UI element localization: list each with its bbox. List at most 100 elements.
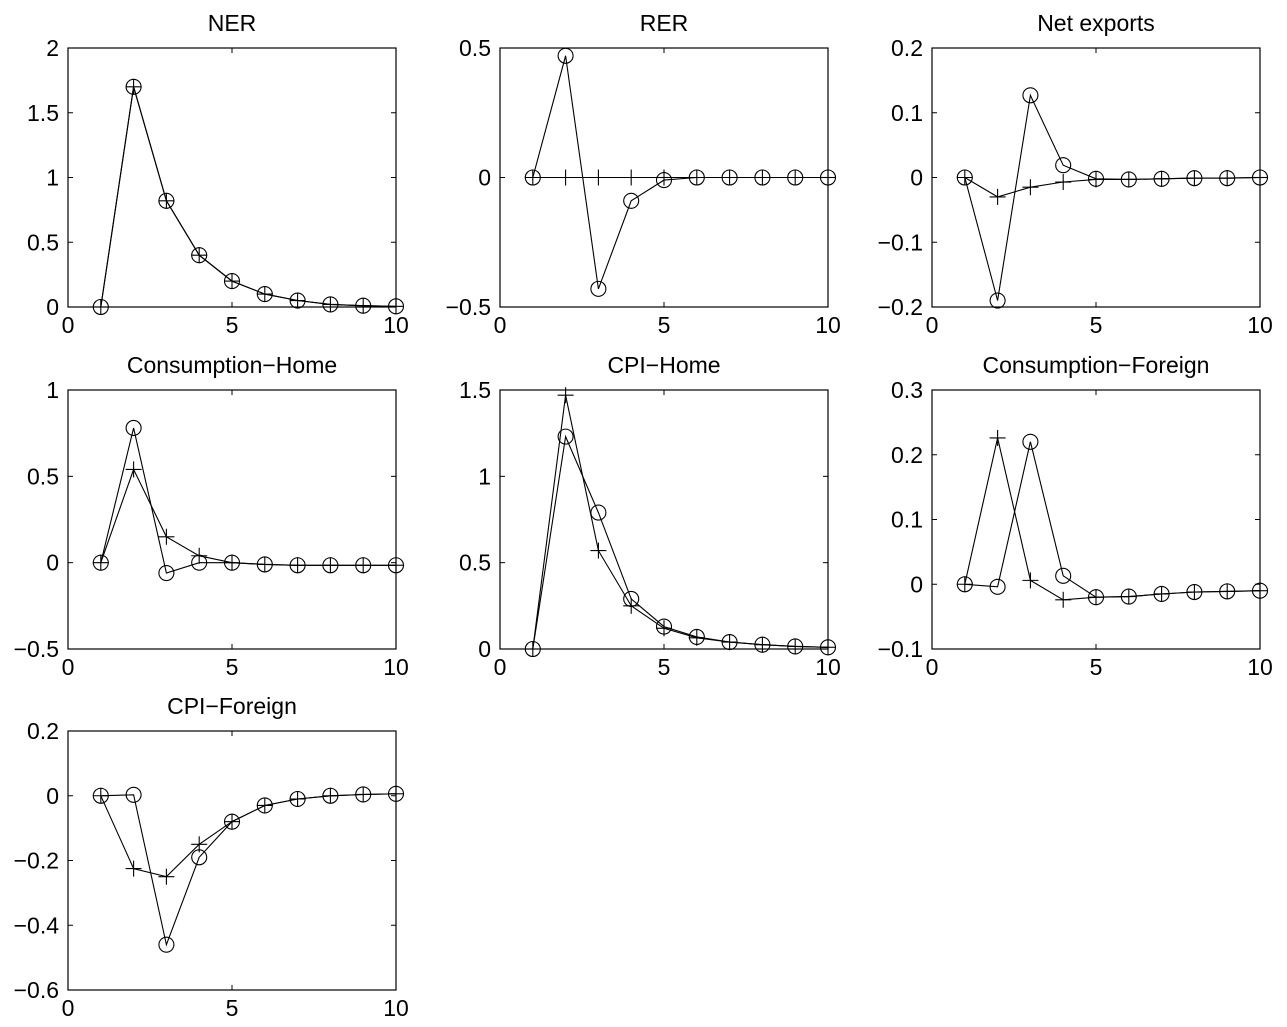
data-point-circle xyxy=(557,428,574,445)
data-point-plus xyxy=(256,286,273,303)
x-tick-label: 0 xyxy=(926,654,939,680)
data-point-plus xyxy=(623,597,640,614)
data-point-plus xyxy=(125,461,142,478)
data-point-circle xyxy=(557,47,574,64)
series-line-circle xyxy=(100,427,396,574)
series-line-circle xyxy=(964,441,1261,598)
subplot-title: CPI−Home xyxy=(607,352,720,378)
y-tick-label: 1 xyxy=(478,463,491,489)
data-point-plus xyxy=(787,169,804,186)
y-tick-label: 1 xyxy=(46,165,59,191)
subplot-0: NER 0 5 10 0 0.5 1 1.5 2 xyxy=(27,10,409,338)
series-line-circle xyxy=(532,55,828,290)
data-point-plus xyxy=(92,299,109,315)
y-tick-label: 0 xyxy=(478,165,491,191)
data-point-circle xyxy=(158,564,175,582)
series-line-plus xyxy=(964,437,1261,601)
x-tick-label: 10 xyxy=(1247,654,1273,680)
data-point-plus xyxy=(322,557,339,574)
data-point-plus xyxy=(989,429,1006,446)
data-point-plus xyxy=(1186,584,1203,601)
subplot-title: Consumption−Home xyxy=(127,352,337,378)
data-point-plus xyxy=(623,169,640,186)
data-point-plus xyxy=(1088,171,1104,188)
x-tick-label: 5 xyxy=(1090,654,1103,680)
y-tick-label: 1.5 xyxy=(459,377,491,403)
data-point-plus xyxy=(656,620,672,637)
data-point-circle xyxy=(1055,157,1072,174)
series-line-plus xyxy=(100,793,397,878)
data-point-plus xyxy=(125,860,142,877)
data-point-plus xyxy=(388,557,404,574)
subplot-4: CPI−Home 0 5 10 0 0.5 1 1.5 xyxy=(459,352,841,680)
x-tick-label: 10 xyxy=(1247,312,1273,338)
y-tick-label: −0.2 xyxy=(14,848,59,874)
data-point-plus xyxy=(355,557,372,574)
data-point-plus xyxy=(322,787,339,804)
data-point-plus xyxy=(524,641,541,657)
data-point-plus xyxy=(688,629,705,646)
data-point-plus xyxy=(1022,572,1039,589)
data-point-circle xyxy=(590,280,607,297)
data-point-plus xyxy=(224,554,240,571)
y-tick-label: 0.2 xyxy=(891,35,923,61)
data-point-plus xyxy=(388,785,404,802)
x-tick-label: 0 xyxy=(494,654,507,680)
data-point-plus xyxy=(256,797,273,814)
data-point-plus xyxy=(557,169,574,186)
x-tick-label: 0 xyxy=(62,654,75,680)
x-tick-label: 5 xyxy=(226,654,239,680)
data-point-plus xyxy=(721,634,738,651)
data-point-circle xyxy=(158,936,175,953)
data-point-plus xyxy=(1153,170,1170,187)
subplot-title: CPI−Foreign xyxy=(167,693,297,719)
data-point-plus xyxy=(590,542,607,559)
data-point-plus xyxy=(355,786,372,803)
data-point-plus xyxy=(956,576,973,593)
y-tick-label: 0 xyxy=(46,550,59,576)
data-point-plus xyxy=(158,192,175,209)
plot-frame xyxy=(67,47,397,308)
subplot-6: CPI−Foreign 0 5 10 −0.6 −0.4 −0.2 0 0.2 xyxy=(14,693,409,1021)
data-point-plus xyxy=(1219,583,1236,600)
x-tick-label: 5 xyxy=(658,312,671,338)
x-tick-label: 0 xyxy=(926,312,939,338)
y-tick-label: −0.1 xyxy=(878,229,923,255)
subplot-title: Net exports xyxy=(1037,10,1155,36)
data-point-plus xyxy=(1153,585,1170,602)
data-point-plus xyxy=(754,636,771,653)
series-line-plus xyxy=(532,395,829,650)
y-tick-label: 0.5 xyxy=(27,229,59,255)
data-point-plus xyxy=(820,169,836,186)
data-point-plus xyxy=(125,78,142,95)
x-tick-label: 5 xyxy=(226,312,239,338)
subplot-title: RER xyxy=(640,10,689,36)
x-tick-label: 10 xyxy=(815,654,841,680)
data-point-plus xyxy=(191,247,208,264)
y-tick-label: −0.1 xyxy=(878,636,923,662)
y-tick-label: −0.6 xyxy=(14,977,59,1003)
plot-frame xyxy=(67,730,397,991)
data-point-plus xyxy=(1219,170,1236,187)
series-line-circle xyxy=(100,86,397,308)
subplot-title: Consumption−Foreign xyxy=(983,352,1210,378)
data-point-plus xyxy=(1022,179,1039,196)
y-tick-label: 0 xyxy=(46,783,59,809)
data-point-circle xyxy=(1022,87,1039,104)
data-point-plus xyxy=(158,528,175,545)
subplot-title: NER xyxy=(208,10,257,36)
data-point-plus xyxy=(1055,591,1072,608)
data-point-circle xyxy=(989,578,1006,595)
data-point-plus xyxy=(1252,582,1268,599)
data-point-plus xyxy=(721,169,738,186)
data-point-circle xyxy=(125,786,142,803)
data-point-circle xyxy=(623,192,640,209)
data-point-plus xyxy=(191,836,208,853)
x-tick-label: 0 xyxy=(62,312,75,338)
data-point-plus xyxy=(590,169,607,186)
series-line-plus xyxy=(100,86,397,308)
data-point-plus xyxy=(289,292,306,309)
y-tick-label: 1.5 xyxy=(27,100,59,126)
